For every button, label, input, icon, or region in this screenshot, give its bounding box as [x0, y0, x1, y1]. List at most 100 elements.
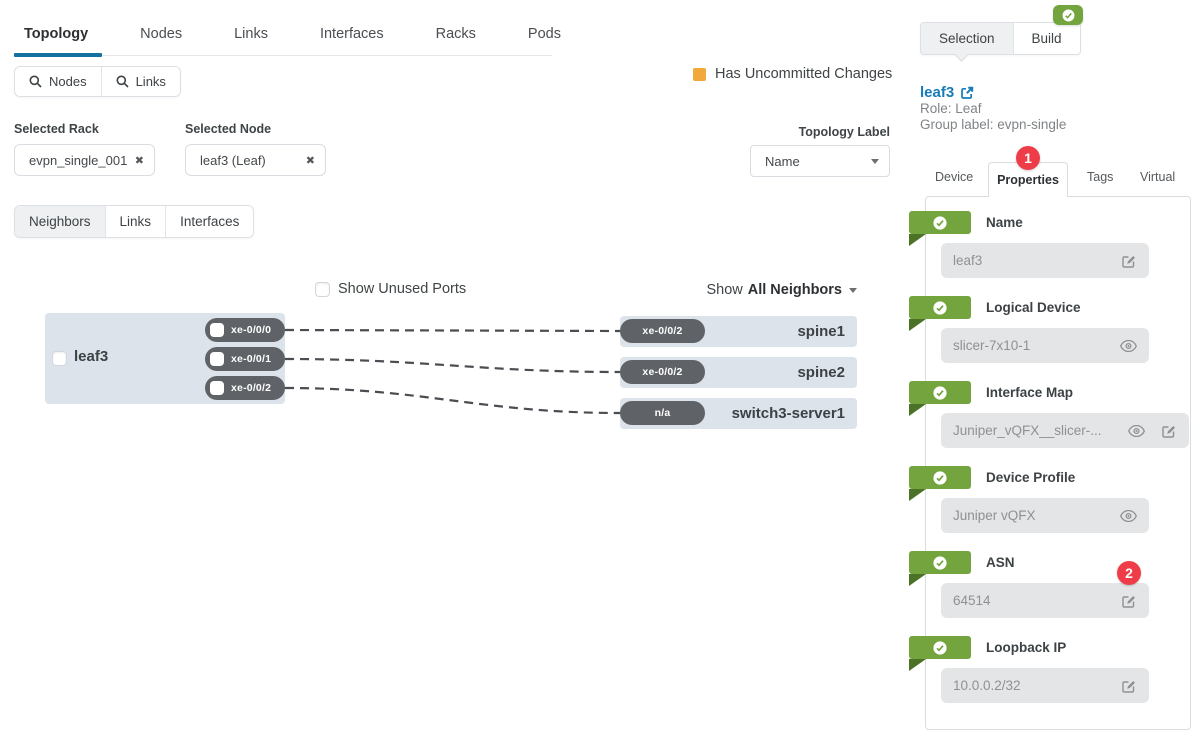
link-leaf3-spine2 [285, 357, 620, 374]
property-value: 64514 [953, 593, 991, 608]
show-unused-ports-control: Show Unused Ports [315, 281, 466, 297]
show-neighbors-dropdown[interactable]: Show All Neighbors [664, 282, 857, 298]
edit-icon[interactable] [1161, 423, 1177, 439]
ribbon-fold [909, 319, 926, 331]
port-checkbox[interactable] [210, 381, 224, 395]
port-xe-0-0-1[interactable]: xe-0/0/1 [205, 347, 285, 371]
property-label: Name [986, 215, 1023, 230]
selected-node-link[interactable]: leaf3 [920, 84, 974, 101]
clear-node-icon[interactable]: ✖ [305, 154, 315, 167]
ribbon-fold [909, 404, 926, 416]
property-label: Interface Map [986, 385, 1074, 400]
neighbor-spine1[interactable]: xe-0/0/2 spine1 [620, 316, 857, 347]
detail-tab-virtual[interactable]: Virtual [1140, 170, 1176, 184]
name-field: leaf3 [941, 243, 1149, 278]
loopback-ip-field: 10.0.0.2/32 [941, 668, 1149, 703]
check-circle-icon [933, 640, 947, 655]
check-circle-icon [1062, 9, 1074, 21]
tabs-divider [14, 55, 552, 56]
property-group-interface-map: Interface Map Juniper_vQFX__slicer-... [909, 381, 1190, 463]
search-icon [29, 75, 42, 88]
port-checkbox[interactable] [210, 352, 224, 366]
caret-down-icon [849, 287, 857, 293]
selected-node-name: leaf3 [920, 84, 955, 101]
active-tab-indicator [14, 53, 102, 57]
selected-node-role: Role: Leaf [920, 101, 982, 116]
port-label: xe-0/0/1 [231, 353, 272, 365]
neighbor-name: switch3-server1 [731, 405, 845, 422]
clear-rack-icon[interactable]: ✖ [134, 154, 144, 167]
neighbor-name: spine2 [797, 364, 845, 381]
selection-build-tabs: Selection Build [920, 22, 1081, 55]
check-circle-icon [933, 470, 947, 485]
nodes-search-label: Nodes [49, 74, 87, 89]
ribbon-fold [909, 489, 926, 501]
node-leaf3-checkbox[interactable] [52, 351, 67, 366]
tab-interfaces[interactable]: Interfaces [319, 26, 384, 42]
selected-rack-select[interactable]: evpn_single_001 ✖ [14, 144, 155, 176]
neighbor-switch3-server1[interactable]: n/a switch3-server1 [620, 398, 857, 429]
neighbor-spine2[interactable]: xe-0/0/2 spine2 [620, 357, 857, 388]
eye-icon[interactable] [1120, 339, 1137, 352]
edit-icon[interactable] [1121, 678, 1137, 694]
properties-alert-badge: 1 [1016, 146, 1040, 170]
node-leaf3[interactable]: leaf3 xe-0/0/0 xe-0/0/1 xe-0/0/2 [45, 313, 285, 404]
eye-icon[interactable] [1120, 509, 1137, 522]
property-value: slicer-7x10-1 [953, 338, 1031, 353]
committed-status-ribbon [909, 381, 971, 404]
view-tab-links[interactable]: Links [105, 206, 167, 237]
view-tab-interfaces[interactable]: Interfaces [166, 206, 254, 237]
tab-pods[interactable]: Pods [527, 26, 561, 42]
property-label: ASN [986, 555, 1015, 570]
topology-label-label: Topology Label [798, 125, 890, 139]
uncommitted-label: Has Uncommitted Changes [715, 66, 893, 82]
committed-status-ribbon [909, 551, 971, 574]
external-link-icon [961, 86, 974, 99]
show-unused-ports-checkbox[interactable] [315, 281, 330, 297]
port-xe-0-0-0[interactable]: xe-0/0/0 [205, 318, 285, 342]
link-leaf3-spine1 [285, 328, 620, 333]
port-label: xe-0/0/2 [231, 382, 272, 394]
committed-status-ribbon [909, 296, 971, 319]
selected-node-select[interactable]: leaf3 (Leaf) ✖ [185, 144, 326, 176]
tab-selection[interactable]: Selection [921, 23, 1014, 54]
detail-tab-tags[interactable]: Tags [1087, 170, 1114, 184]
caret-down-icon [871, 158, 879, 164]
show-unused-ports-label: Show Unused Ports [338, 281, 467, 297]
asn-field: 64514 [941, 583, 1149, 618]
tab-links[interactable]: Links [234, 26, 268, 42]
nodes-search-button[interactable]: Nodes [15, 67, 102, 96]
detail-tab-device[interactable]: Device [935, 170, 974, 184]
tab-topology[interactable]: Topology [24, 26, 89, 42]
selected-node-label: Selected Node [185, 122, 272, 136]
topology-links [285, 328, 620, 415]
committed-status-ribbon [909, 636, 971, 659]
port-xe-0-0-2[interactable]: xe-0/0/2 [205, 376, 285, 400]
edit-icon[interactable] [1121, 253, 1137, 269]
port-checkbox[interactable] [210, 323, 224, 337]
properties-panel: Name leaf3 Logical Device slicer-7x10-1 [909, 196, 1191, 730]
uncommitted-changes-legend: Has Uncommitted Changes [693, 66, 892, 82]
edit-icon[interactable] [1121, 593, 1137, 609]
topology-label-select[interactable]: Name [750, 145, 890, 177]
committed-status-ribbon [909, 211, 971, 234]
check-circle-icon [933, 385, 947, 400]
tab-build[interactable]: Build [1013, 23, 1080, 54]
interface-map-field: Juniper_vQFX__slicer-... [941, 413, 1189, 448]
selected-rack-value: evpn_single_001 [29, 152, 128, 168]
link-leaf3-switch3 [285, 386, 620, 415]
search-icon [116, 75, 129, 88]
tab-racks[interactable]: Racks [435, 26, 476, 42]
property-group-loopback-ip: Loopback IP 10.0.0.2/32 [909, 636, 1190, 718]
show-neighbors-prefix: Show [706, 282, 743, 298]
property-group-logical-device: Logical Device slicer-7x10-1 [909, 296, 1190, 378]
selected-rack-label: Selected Rack [14, 122, 99, 136]
tab-nodes[interactable]: Nodes [140, 26, 183, 42]
build-status-badge [1053, 5, 1083, 25]
links-search-button[interactable]: Links [101, 67, 180, 96]
eye-icon[interactable] [1128, 424, 1145, 437]
view-tab-neighbors[interactable]: Neighbors [15, 206, 106, 237]
check-circle-icon [933, 555, 947, 570]
property-label: Device Profile [986, 470, 1076, 485]
property-group-device-profile: Device Profile Juniper vQFX [909, 466, 1190, 548]
